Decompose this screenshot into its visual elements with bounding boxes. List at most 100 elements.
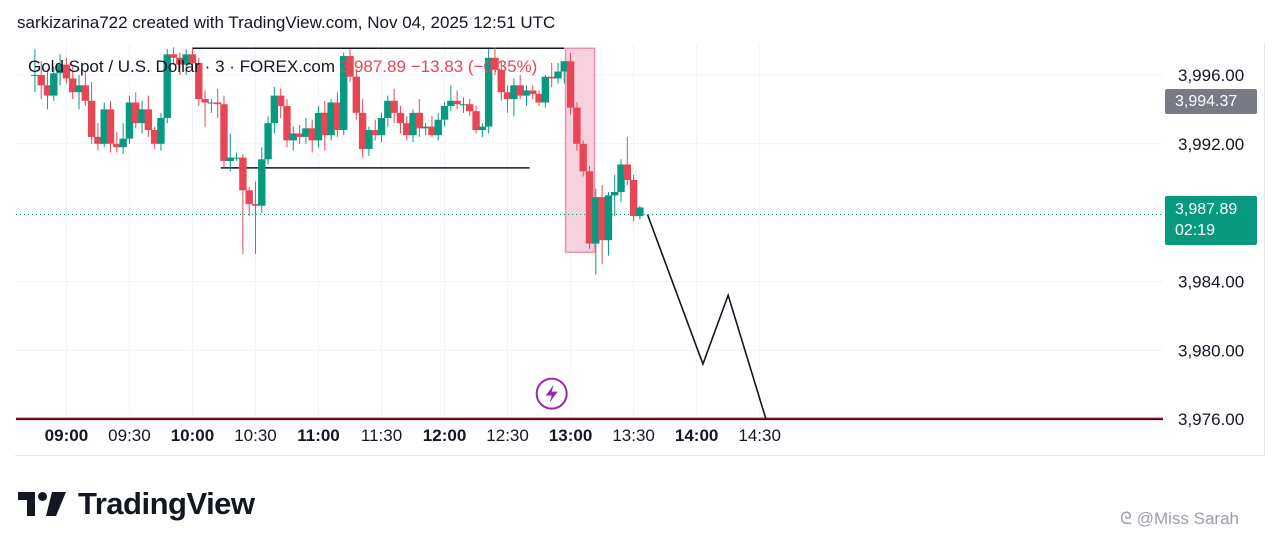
tradingview-logo[interactable]: TradingView — [18, 486, 255, 522]
candle-down — [132, 102, 140, 124]
candle-up — [604, 195, 613, 241]
candle-up — [207, 102, 216, 104]
x-tick-label: 11:30 — [361, 426, 402, 445]
candle-up — [125, 102, 134, 139]
candle-down — [466, 104, 474, 112]
candle-down — [113, 143, 121, 148]
candle-down — [94, 136, 102, 144]
candle-down — [176, 57, 184, 65]
candle-up — [302, 128, 310, 137]
candle-down — [106, 109, 115, 144]
candle-down — [276, 95, 285, 106]
bar-countdown: 02:19 — [1175, 222, 1216, 239]
candle-up — [270, 95, 279, 124]
candle-down — [295, 133, 304, 137]
candle-up — [478, 126, 487, 131]
candle-up — [421, 126, 430, 129]
candle-up — [264, 123, 272, 160]
candle-up — [554, 71, 562, 79]
candle-up — [611, 191, 619, 196]
candle-down — [69, 78, 77, 93]
last-price-badge: 3,987.89 02:19 — [1165, 196, 1257, 245]
candle-up — [522, 90, 531, 96]
candle-down — [516, 85, 524, 96]
candle-up — [365, 130, 373, 149]
candle-up — [75, 85, 83, 93]
watermark-text: @Miss Sarah — [1136, 509, 1239, 528]
candle-down — [358, 112, 367, 149]
x-tick-label: 14:00 — [675, 426, 718, 445]
candle-up — [50, 73, 58, 96]
candle-up — [447, 100, 455, 106]
candle-down — [396, 112, 405, 124]
candle-down — [283, 105, 291, 141]
projection-line — [646, 214, 767, 420]
candle-up — [340, 56, 348, 131]
candle-up — [163, 54, 171, 118]
candle-up — [484, 57, 493, 127]
candle-up — [592, 197, 600, 244]
candle-down — [87, 100, 96, 137]
y-tick-label: 3,984.00 — [1178, 272, 1244, 291]
candle-down — [352, 76, 361, 113]
candle-down — [529, 90, 537, 94]
candle-down — [62, 64, 71, 79]
y-tick-label: 3,992.00 — [1178, 135, 1244, 154]
candle-up — [434, 119, 442, 136]
candle-down — [239, 157, 247, 191]
candle-up — [226, 157, 234, 162]
candle-down — [188, 54, 197, 63]
candle-down — [472, 111, 480, 131]
watermark: ᘓ @Miss Sarah — [1120, 509, 1239, 529]
y-tick-label: 3,996.00 — [1178, 66, 1244, 85]
candle-down — [497, 69, 505, 93]
x-tick-label: 12:30 — [486, 426, 529, 445]
x-tick-label: 09:30 — [108, 426, 151, 445]
candle-down — [321, 112, 329, 136]
tradingview-logo-icon — [18, 492, 66, 516]
candle-down — [573, 107, 581, 144]
candle-down — [346, 56, 354, 77]
candle-down — [491, 57, 499, 70]
candle-up — [31, 74, 39, 76]
candle-up — [541, 76, 550, 103]
last-price-value: 3,987.89 — [1175, 201, 1238, 218]
candle-down — [251, 204, 260, 206]
candle-up — [560, 61, 568, 72]
candle-down — [535, 93, 543, 103]
candle-down — [371, 130, 379, 136]
candle-up — [157, 117, 165, 144]
candle-down — [453, 100, 461, 105]
candle-up — [384, 100, 392, 118]
candle-down — [195, 62, 203, 100]
candle-up — [138, 109, 146, 124]
x-tick-label: 10:30 — [234, 426, 277, 445]
candle-down — [415, 112, 424, 129]
candle-up — [377, 117, 386, 136]
candle-up — [617, 164, 625, 192]
candle-down — [403, 123, 411, 136]
y-tick-label: 3,980.00 — [1178, 341, 1244, 360]
candle-up — [100, 109, 108, 144]
candle-up — [510, 85, 518, 100]
candle-up — [182, 54, 190, 65]
x-tick-label: 14:30 — [738, 426, 781, 445]
candle-down — [169, 54, 178, 58]
candle-down — [245, 190, 253, 205]
candle-down — [390, 100, 398, 113]
candle-up — [327, 102, 335, 136]
candle-down — [623, 164, 632, 180]
candle-up — [409, 112, 417, 136]
chart-frame[interactable] — [15, 43, 1265, 456]
x-tick-label: 13:30 — [612, 426, 655, 445]
tradingview-wordmark: TradingView — [78, 486, 255, 521]
weibo-icon: ᘓ — [1120, 509, 1132, 528]
candle-up — [314, 112, 323, 141]
marker-price-badge: 3,994.37 — [1165, 89, 1257, 114]
candle-down — [43, 85, 52, 96]
x-tick-label: 13:00 — [549, 426, 592, 445]
candle-down — [598, 197, 606, 241]
x-tick-label: 11:00 — [297, 426, 340, 445]
candle-down — [201, 99, 209, 103]
